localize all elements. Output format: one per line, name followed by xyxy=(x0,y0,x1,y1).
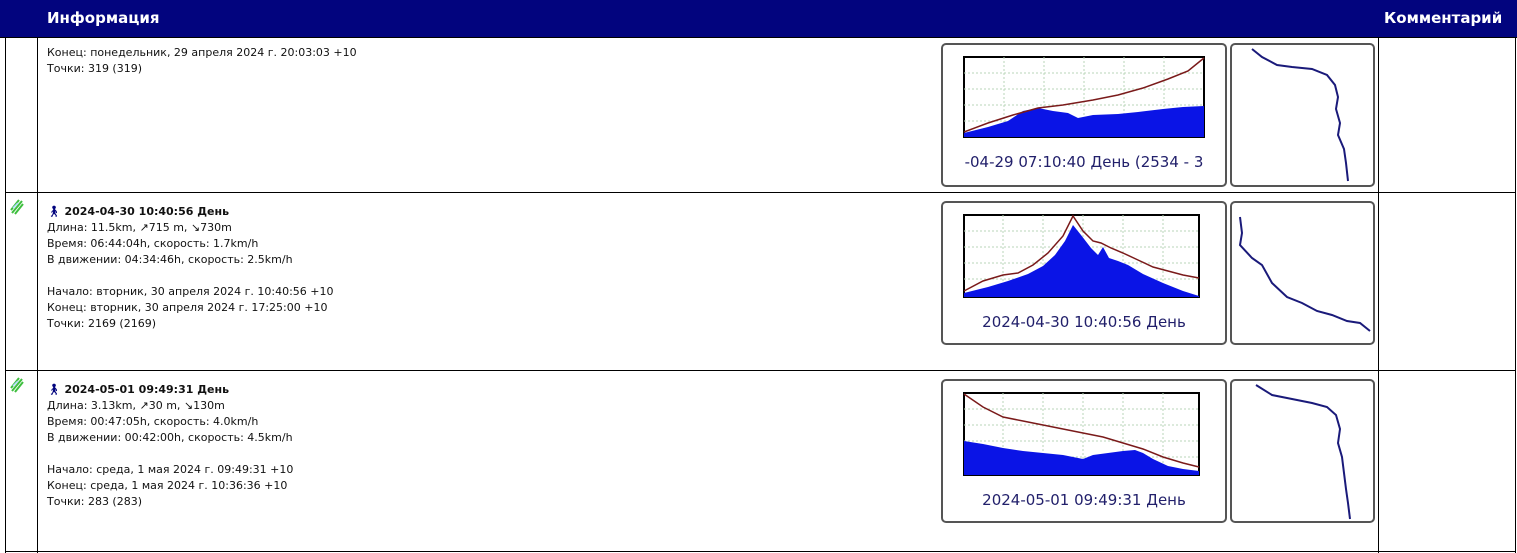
table-row[interactable]: 🚶︎ 2024-05-01 09:49:31 День Длина: 3.13k… xyxy=(0,371,1517,551)
track-map[interactable] xyxy=(1230,201,1375,345)
column-header-comment[interactable]: Комментарий xyxy=(1384,9,1503,27)
points-count: Точки: 319 (319) xyxy=(47,62,143,75)
track-title[interactable]: 🚶︎ 2024-04-30 10:40:56 День xyxy=(47,204,334,220)
row-divider xyxy=(5,370,1515,371)
table-row[interactable]: 🚶︎ 2024-04-30 10:40:56 День Длина: 11.5k… xyxy=(0,193,1517,370)
track-length: Длина: 11.5km, ↗715 m, ↘730m xyxy=(47,221,232,234)
row-divider xyxy=(5,551,1515,552)
walking-person-icon: 🚶︎ xyxy=(47,383,61,396)
track-path xyxy=(1251,48,1349,182)
satellite-icon xyxy=(10,377,24,393)
end-time: Конец: вторник, 30 апреля 2024 г. 17:25:… xyxy=(47,301,328,314)
track-map[interactable] xyxy=(1230,43,1375,187)
moving-time: В движении: 04:34:46h, скорость: 2.5km/h xyxy=(47,253,293,266)
column-header-info[interactable]: Информация xyxy=(47,9,160,27)
row-divider xyxy=(5,192,1515,193)
track-name: 2024-04-30 10:40:56 День xyxy=(64,205,230,218)
start-time: Начало: вторник, 30 апреля 2024 г. 10:40… xyxy=(47,285,334,298)
elevation-profile xyxy=(963,56,1205,138)
moving-time: В движении: 00:42:00h, скорость: 4.5km/h xyxy=(47,431,293,444)
grid-line xyxy=(1515,37,1516,553)
track-path xyxy=(1238,216,1371,332)
track-info: 🚶︎ 2024-04-30 10:40:56 День Длина: 11.5k… xyxy=(47,204,334,332)
grid-line xyxy=(1378,37,1379,553)
chart-caption: 2024-04-30 10:40:56 День xyxy=(982,313,1186,331)
track-path xyxy=(1255,384,1351,520)
table-row[interactable]: Конец: понедельник, 29 апреля 2024 г. 20… xyxy=(0,37,1517,192)
track-map[interactable] xyxy=(1230,379,1375,523)
grid-line xyxy=(5,37,6,553)
elevation-chart[interactable]: 2024-05-01 09:49:31 День xyxy=(941,379,1227,523)
chart-caption: -04-29 07:10:40 День (2534 - 3 xyxy=(964,153,1204,171)
end-time: Конец: среда, 1 мая 2024 г. 10:36:36 +10 xyxy=(47,479,288,492)
chart-caption: 2024-05-01 09:49:31 День xyxy=(982,491,1186,509)
track-title[interactable]: 🚶︎ 2024-05-01 09:49:31 День xyxy=(47,382,293,398)
track-info: 🚶︎ 2024-05-01 09:49:31 День Длина: 3.13k… xyxy=(47,382,293,510)
start-time: Начало: среда, 1 мая 2024 г. 09:49:31 +1… xyxy=(47,463,294,476)
elevation-profile xyxy=(963,214,1200,298)
table-header: Информация Комментарий xyxy=(0,0,1517,38)
elevation-profile xyxy=(963,392,1200,476)
satellite-icon xyxy=(10,199,24,215)
elevation-chart[interactable]: -04-29 07:10:40 День (2534 - 3 xyxy=(941,43,1227,187)
track-time: Время: 06:44:04h, скорость: 1.7km/h xyxy=(47,237,259,250)
points-count: Точки: 283 (283) xyxy=(47,495,143,508)
elevation-chart[interactable]: 2024-04-30 10:40:56 День xyxy=(941,201,1227,345)
points-count: Точки: 2169 (2169) xyxy=(47,317,157,330)
track-length: Длина: 3.13km, ↗30 m, ↘130m xyxy=(47,399,225,412)
track-time: Время: 00:47:05h, скорость: 4.0km/h xyxy=(47,415,259,428)
grid-line xyxy=(37,37,38,553)
track-name: 2024-05-01 09:49:31 День xyxy=(64,383,230,396)
walking-person-icon: 🚶︎ xyxy=(47,205,61,218)
track-info: Конец: понедельник, 29 апреля 2024 г. 20… xyxy=(47,45,357,77)
end-time: Конец: понедельник, 29 апреля 2024 г. 20… xyxy=(47,46,357,59)
